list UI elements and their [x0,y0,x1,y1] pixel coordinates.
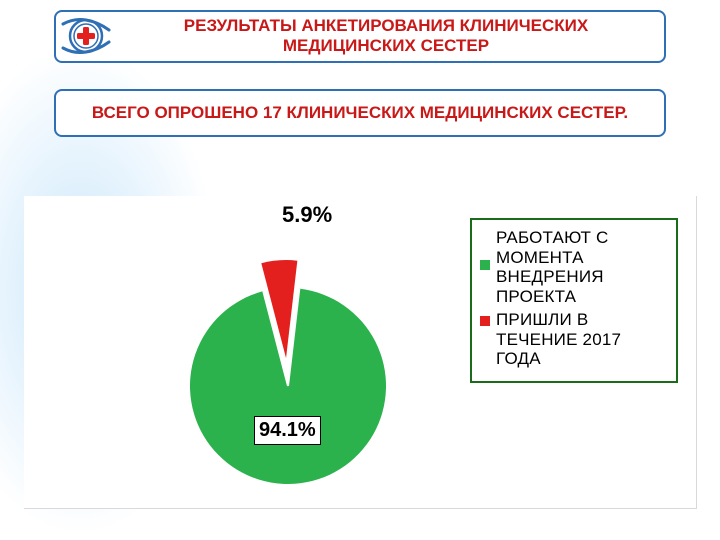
legend-item: ПРИШЛИ В ТЕЧЕНИЕ 2017 ГОДА [480,310,668,369]
legend-text: ПРИШЛИ В ТЕЧЕНИЕ 2017 ГОДА [496,310,668,369]
legend-marker-icon [480,316,490,326]
subtitle-box: ВСЕГО ОПРОШЕНО 17 КЛИНИЧЕСКИХ МЕДИЦИНСКИ… [54,89,666,137]
title-box: РЕЗУЛЬТАТЫ АНКЕТИРОВАНИЯ КЛИНИЧЕСКИХ МЕД… [54,10,666,63]
title-line2: МЕДИЦИНСКИХ СЕСТЕР [283,36,489,55]
medical-cross-logo-icon [60,18,112,54]
legend-marker-icon [480,260,490,270]
legend-item: РАБОТАЮТ С МОМЕНТА ВНЕДРЕНИЯ ПРОЕКТА [480,228,668,306]
legend: РАБОТАЮТ С МОМЕНТА ВНЕДРЕНИЯ ПРОЕКТА ПРИ… [470,218,678,383]
legend-text: РАБОТАЮТ С МОМЕНТА ВНЕДРЕНИЯ ПРОЕКТА [496,228,668,306]
page-title: РЕЗУЛЬТАТЫ АНКЕТИРОВАНИЯ КЛИНИЧЕСКИХ МЕД… [118,16,654,57]
page: РЕЗУЛЬТАТЫ АНКЕТИРОВАНИЯ КЛИНИЧЕСКИХ МЕД… [0,0,720,137]
title-line1: РЕЗУЛЬТАТЫ АНКЕТИРОВАНИЯ КЛИНИЧЕСКИХ [184,16,588,35]
pie-svg [152,202,422,502]
pie-chart: 5.9% 94.1% [152,202,422,502]
subtitle-text: ВСЕГО ОПРОШЕНО 17 КЛИНИЧЕСКИХ МЕДИЦИНСКИ… [92,103,628,122]
slice-label-small: 5.9% [282,202,332,228]
chart-panel: 5.9% 94.1% РАБОТАЮТ С МОМЕНТА ВНЕДРЕНИЯ … [24,196,697,509]
slice-label-large: 94.1% [254,416,321,445]
